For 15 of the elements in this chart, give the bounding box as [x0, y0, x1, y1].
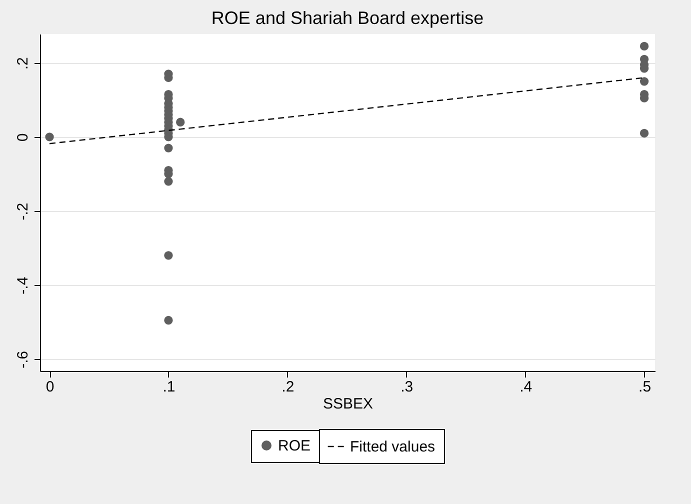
y-tick-label: -.2: [14, 202, 32, 220]
x-tick-label: 0: [46, 378, 54, 396]
legend-label: ROE: [278, 438, 311, 454]
y-tick-label: -.4: [14, 276, 32, 294]
legend-label: Fitted values: [350, 438, 436, 456]
y-tick-label: -.6: [14, 350, 32, 368]
x-tick-label: .3: [400, 378, 414, 396]
y-tick-label: 0: [14, 133, 32, 142]
x-tick-label: .4: [520, 378, 532, 396]
x-tick-label: .2: [282, 378, 294, 396]
x-tick-label: .1: [162, 378, 176, 396]
chart-title: ROE and Shariah Board expertise: [211, 8, 484, 28]
x-axis-title: SSBEX: [322, 396, 374, 412]
x-tick-label: .5: [638, 378, 652, 396]
y-tick-label: .2: [14, 57, 32, 70]
